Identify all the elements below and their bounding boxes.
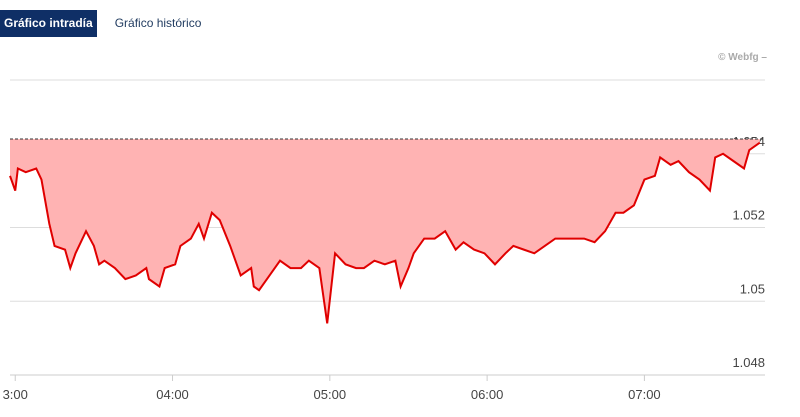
tab-bar: Gráfico intradía Gráfico histórico: [0, 10, 209, 37]
area: [10, 139, 760, 324]
line: [9, 141, 761, 324]
tab[interactable]: Gráfico intradía: [0, 10, 97, 37]
y-tick-label: 1.052: [732, 208, 765, 223]
x-tick-label: 06:00: [471, 387, 504, 402]
credit: © Webfg –: [718, 52, 767, 63]
x-tick-label: 04:00: [156, 387, 189, 402]
y-tick-label: 1.05: [740, 281, 765, 296]
y-tick-label: 1.048: [732, 355, 765, 370]
x-tick-label: 05:00: [314, 387, 347, 402]
tab[interactable]: Gráfico histórico: [114, 16, 202, 30]
x-tick-label: 3:00: [3, 387, 28, 402]
x-tick-label: 07:00: [628, 387, 661, 402]
